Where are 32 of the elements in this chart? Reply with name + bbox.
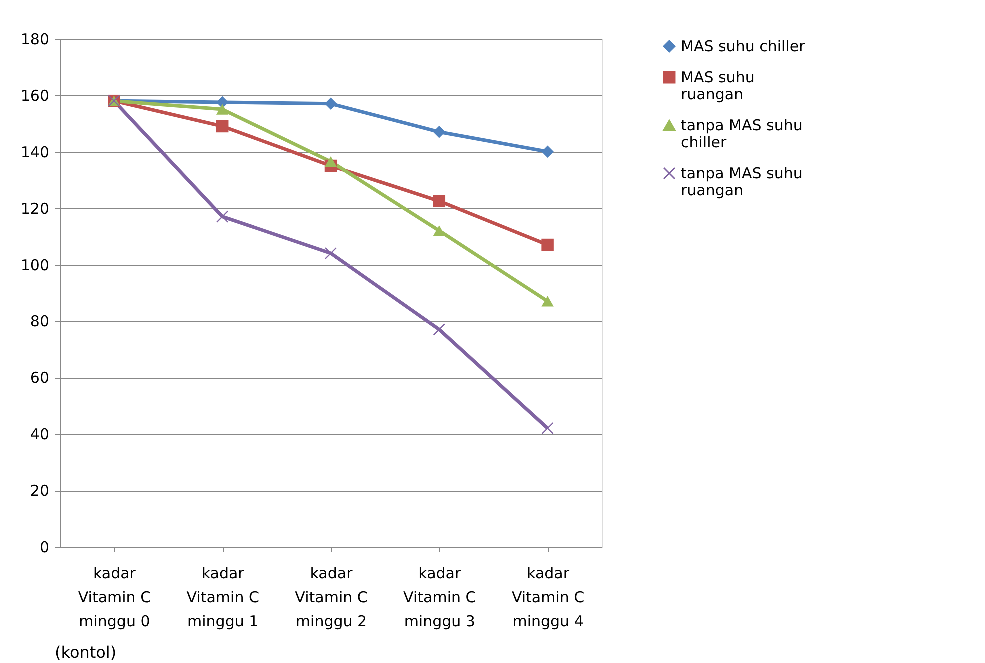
- x-tick-label: kadar Vitamin C minggu 1: [186, 564, 260, 630]
- y-tick-label: 40: [30, 426, 50, 444]
- text: (kontol): [55, 643, 117, 662]
- x-tick-label: kadar Vitamin C minggu 2: [295, 564, 368, 630]
- y-tick-label: 0: [40, 538, 50, 556]
- point: [542, 296, 554, 307]
- x-tick-label: kadar Vitamin C minggu 3: [404, 564, 476, 630]
- point: [433, 226, 446, 236]
- y-tick-label: 160: [20, 86, 50, 105]
- legend-label: tanpa MAS suhu ruangan: [681, 164, 803, 200]
- point: [324, 156, 338, 168]
- point: [433, 195, 446, 208]
- y-tick-label: 20: [30, 482, 50, 500]
- legend-label: MAS suhu ruangan: [681, 68, 755, 104]
- point: [542, 238, 554, 252]
- point: [324, 247, 338, 260]
- x-tick-label: kadar Vitamin C minggu 4: [512, 564, 585, 630]
- point: [216, 120, 229, 133]
- point: [216, 210, 229, 223]
- point: [542, 422, 554, 435]
- legend-label: tanpa MAS suhu chiller: [681, 116, 803, 152]
- y-tick-label: 80: [30, 312, 50, 331]
- y-tick-label: 140: [20, 143, 50, 162]
- y-tick-label: 60: [30, 369, 50, 388]
- point: [542, 146, 554, 158]
- point: [216, 104, 229, 115]
- legend-label: MAS suhu chiller: [681, 38, 806, 56]
- point: [433, 126, 446, 138]
- y-tick-label: 180: [20, 30, 50, 48]
- y-tick-label: 100: [20, 256, 50, 274]
- x-tick-label: kadar Vitamin C minggu 0: [78, 564, 152, 630]
- y-tick-label: 120: [20, 200, 50, 218]
